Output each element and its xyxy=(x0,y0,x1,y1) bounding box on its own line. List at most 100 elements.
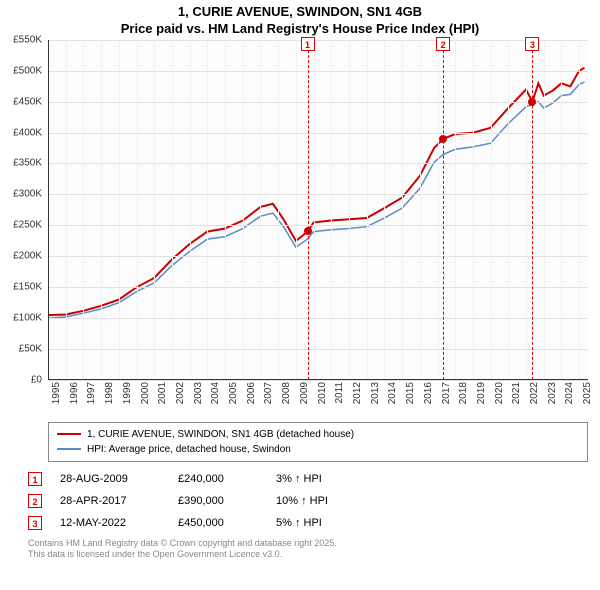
x-tick-label: 2009 xyxy=(299,382,310,404)
gridline-v xyxy=(66,40,67,380)
y-tick-label: £250K xyxy=(13,220,42,231)
x-tick-label: 2000 xyxy=(140,382,151,404)
x-tick-label: 2003 xyxy=(193,382,204,404)
gridline-h xyxy=(48,102,588,103)
gridline-v xyxy=(367,40,368,380)
y-tick-label: £300K xyxy=(13,189,42,200)
event-marker-1: 1 xyxy=(301,37,315,51)
gridline-v xyxy=(579,40,580,380)
series-hpi xyxy=(48,82,585,318)
x-tick-label: 2015 xyxy=(405,382,416,404)
event-row-date: 28-APR-2017 xyxy=(60,495,160,507)
event-row-pct: 5% ↑ HPI xyxy=(276,517,376,529)
x-tick-label: 2019 xyxy=(476,382,487,404)
event-vline xyxy=(308,40,309,380)
event-row-date: 28-AUG-2009 xyxy=(60,473,160,485)
event-marker-2: 2 xyxy=(436,37,450,51)
y-tick-label: £0 xyxy=(31,374,42,385)
x-tick-label: 2004 xyxy=(210,382,221,404)
event-row-pct: 10% ↑ HPI xyxy=(276,495,376,507)
events-table: 1 28-AUG-2009 £240,000 3% ↑ HPI 2 28-APR-2017… xyxy=(28,468,588,534)
gridline-v xyxy=(561,40,562,380)
footer: Contains HM Land Registry data © Crown c… xyxy=(28,538,588,561)
event-row-date: 12-MAY-2022 xyxy=(60,517,160,529)
gridline-h xyxy=(48,256,588,257)
gridline-v xyxy=(420,40,421,380)
gridline-v xyxy=(243,40,244,380)
y-tick-label: £50K xyxy=(19,343,42,354)
gridline-v xyxy=(137,40,138,380)
event-row-pct: 3% ↑ HPI xyxy=(276,473,376,485)
x-tick-label: 2023 xyxy=(547,382,558,404)
gridline-v xyxy=(473,40,474,380)
gridline-v xyxy=(455,40,456,380)
x-tick-label: 2012 xyxy=(352,382,363,404)
gridline-h xyxy=(48,194,588,195)
gridline-v xyxy=(207,40,208,380)
x-tick-label: 1997 xyxy=(86,382,97,404)
event-point xyxy=(528,98,536,106)
gridline-v xyxy=(438,40,439,380)
x-tick-label: 2011 xyxy=(334,382,345,404)
y-tick-label: £200K xyxy=(13,251,42,262)
x-tick-label: 2022 xyxy=(529,382,540,404)
x-tick-label: 2002 xyxy=(175,382,186,404)
chart-lines xyxy=(48,40,588,380)
x-tick-label: 2025 xyxy=(582,382,593,404)
gridline-v xyxy=(402,40,403,380)
x-tick-label: 1998 xyxy=(104,382,115,404)
gridline-v xyxy=(508,40,509,380)
gridline-v xyxy=(331,40,332,380)
x-axis: 1995199619971998199920002001200220032004… xyxy=(48,380,588,416)
event-point xyxy=(439,135,447,143)
x-tick-label: 1999 xyxy=(122,382,133,404)
event-row-marker: 1 xyxy=(28,472,42,486)
event-row-price: £450,000 xyxy=(178,517,258,529)
gridline-h xyxy=(48,318,588,319)
x-tick-label: 2018 xyxy=(458,382,469,404)
gridline-v xyxy=(260,40,261,380)
legend-swatch xyxy=(57,448,81,450)
legend-swatch xyxy=(57,433,81,435)
series-price_paid xyxy=(48,68,585,315)
event-row-price: £390,000 xyxy=(178,495,258,507)
gridline-h xyxy=(48,225,588,226)
title-block: 1, CURIE AVENUE, SWINDON, SN1 4GB Price … xyxy=(0,0,600,40)
x-tick-label: 1996 xyxy=(69,382,80,404)
event-row-marker: 3 xyxy=(28,516,42,530)
gridline-h xyxy=(48,71,588,72)
event-row: 1 28-AUG-2009 £240,000 3% ↑ HPI xyxy=(28,468,588,490)
gridline-h xyxy=(48,349,588,350)
gridline-v xyxy=(119,40,120,380)
gridline-v xyxy=(101,40,102,380)
title-subtitle: Price paid vs. HM Land Registry's House … xyxy=(0,21,600,38)
legend-label: 1, CURIE AVENUE, SWINDON, SN1 4GB (detac… xyxy=(87,427,354,442)
gridline-v xyxy=(225,40,226,380)
event-row-price: £240,000 xyxy=(178,473,258,485)
event-row: 3 12-MAY-2022 £450,000 5% ↑ HPI xyxy=(28,512,588,534)
gridline-v xyxy=(154,40,155,380)
footer-line-1: Contains HM Land Registry data © Crown c… xyxy=(28,538,588,550)
gridline-v xyxy=(296,40,297,380)
x-tick-label: 2010 xyxy=(317,382,328,404)
gridline-v xyxy=(314,40,315,380)
gridline-v xyxy=(83,40,84,380)
gridline-v xyxy=(491,40,492,380)
x-tick-label: 2024 xyxy=(564,382,575,404)
y-axis: £0£50K£100K£150K£200K£250K£300K£350K£400… xyxy=(0,40,44,380)
y-tick-label: £400K xyxy=(13,127,42,138)
legend: 1, CURIE AVENUE, SWINDON, SN1 4GB (detac… xyxy=(48,422,588,462)
event-row: 2 28-APR-2017 £390,000 10% ↑ HPI xyxy=(28,490,588,512)
chart-container: 1, CURIE AVENUE, SWINDON, SN1 4GB Price … xyxy=(0,0,600,561)
x-tick-label: 2017 xyxy=(441,382,452,404)
y-tick-label: £100K xyxy=(13,312,42,323)
title-address: 1, CURIE AVENUE, SWINDON, SN1 4GB xyxy=(0,4,600,21)
x-tick-label: 2013 xyxy=(370,382,381,404)
y-tick-label: £150K xyxy=(13,282,42,293)
event-row-marker: 2 xyxy=(28,494,42,508)
event-vline xyxy=(532,40,533,380)
footer-line-2: This data is licensed under the Open Gov… xyxy=(28,549,588,561)
event-marker-3: 3 xyxy=(525,37,539,51)
event-vline xyxy=(443,40,444,380)
y-tick-label: £550K xyxy=(13,34,42,45)
